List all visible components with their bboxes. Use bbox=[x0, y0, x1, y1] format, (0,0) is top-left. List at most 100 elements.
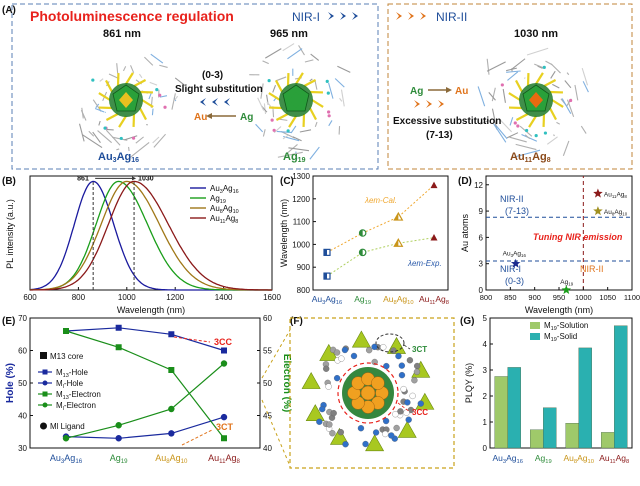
panel-a: (A) Photoluminescence regulation NIR-I N… bbox=[2, 4, 632, 169]
panel-a-heading: Photoluminescence regulation bbox=[30, 8, 234, 24]
panel-e-legend-entry: M13-Hole bbox=[56, 368, 88, 379]
panel-d-star bbox=[593, 206, 603, 215]
panel-e-marker bbox=[168, 331, 174, 337]
panel-c-label-cal: λem-Cal. bbox=[364, 196, 397, 205]
panel-e-line-0 bbox=[66, 328, 224, 351]
legend-ligand-dot bbox=[40, 423, 47, 430]
panel-e-marker bbox=[221, 435, 227, 441]
range-slight: (0-3) bbox=[202, 70, 223, 81]
panel-g-xtick: Au3Ag16 bbox=[493, 453, 523, 465]
spectrum-ag19 bbox=[30, 181, 272, 290]
legend-ligand-text: Ml Ligand bbox=[50, 422, 85, 431]
panel-e-ytick-left: 60 bbox=[18, 347, 27, 356]
panel-e-lines bbox=[63, 325, 227, 442]
panel-e-marker bbox=[116, 344, 122, 350]
panel-e-ytick-left: 40 bbox=[18, 412, 27, 421]
panel-g-xtick: Ag19 bbox=[535, 453, 552, 465]
panel-d-point-label: Ag19 bbox=[560, 279, 573, 286]
panel-d-ylabel: Au atoms bbox=[460, 213, 470, 252]
panel-b-xtick: 1600 bbox=[263, 293, 281, 302]
panel-e-marker bbox=[63, 328, 69, 334]
arrow-au2-label: Au bbox=[455, 86, 468, 97]
panel-g-ytick: 3 bbox=[483, 366, 488, 375]
panel-g-bar bbox=[566, 423, 579, 448]
nir2-chevrons bbox=[396, 12, 426, 20]
panel-d-label: (D) bbox=[458, 176, 472, 187]
panel-c-series-line bbox=[327, 238, 434, 277]
panel-e-marker bbox=[115, 435, 121, 441]
panel-d-star bbox=[593, 189, 603, 198]
panel-c-ytick: 900 bbox=[297, 263, 311, 272]
panel-f-ct: 3CT bbox=[412, 345, 427, 354]
panel-d-xtick: 850 bbox=[504, 293, 517, 302]
d-tuning: Tuning NIR emission bbox=[533, 232, 623, 242]
range-excessive: (7-13) bbox=[426, 130, 453, 141]
panel-g-ytick: 2 bbox=[483, 392, 488, 401]
panel-g-ylabel: PLQY (%) bbox=[464, 363, 474, 403]
panel-c-ytick: 800 bbox=[297, 286, 311, 295]
cluster-au11ag8-image bbox=[478, 48, 588, 156]
panel-c-ytick: 1000 bbox=[292, 240, 310, 249]
panel-d-point-label: Au3Ag16 bbox=[503, 251, 527, 258]
panel-e-xtick: Ag19 bbox=[110, 453, 128, 465]
cluster-ag19-image bbox=[249, 44, 350, 160]
panel-e-ytick-left: 70 bbox=[18, 314, 27, 323]
legend-core-text: M13 core bbox=[50, 352, 84, 361]
spectrum-au3ag16 bbox=[30, 181, 272, 290]
arrow-ag2-label: Ag bbox=[410, 86, 423, 97]
cluster-left-name: Au3Ag16 bbox=[98, 151, 139, 164]
wl-left: 861 nm bbox=[103, 28, 141, 40]
wl-right: 1030 nm bbox=[514, 28, 558, 40]
panel-b-legend-entry: Au11Ag8 bbox=[210, 214, 238, 225]
panel-g-bar bbox=[508, 367, 521, 448]
nir2-label: NIR-II bbox=[436, 10, 467, 24]
panel-e-marker bbox=[221, 348, 227, 354]
panel-e-ytick-right: 55 bbox=[263, 347, 272, 356]
panel-g-label: (G) bbox=[460, 316, 474, 327]
panel-c-ytick: 1300 bbox=[292, 172, 310, 181]
peak-mark-label: 1030 bbox=[138, 175, 154, 182]
panel-c-label-exp: λem-Exp. bbox=[407, 259, 442, 268]
panel-e-ytick-left: 50 bbox=[18, 379, 27, 388]
wl-mid: 965 nm bbox=[270, 28, 308, 40]
panel-g-ytick: 1 bbox=[483, 418, 488, 427]
panel-e-marker bbox=[168, 406, 174, 412]
slight-chevrons bbox=[200, 98, 230, 106]
panel-g-legend-entry: M19-Solid bbox=[544, 332, 577, 343]
panel-c-ylabel: Wavelength (nm) bbox=[279, 199, 289, 267]
panel-d-ytick: 0 bbox=[479, 286, 484, 295]
panel-b-xtick: 600 bbox=[23, 293, 37, 302]
nir1-chevrons bbox=[328, 12, 358, 20]
panel-b-xlabel: Wavelength (nm) bbox=[117, 305, 185, 315]
panel-e-ct: 3CT bbox=[216, 422, 234, 432]
panel-c-point bbox=[431, 182, 438, 189]
panel-b-label: (B) bbox=[2, 176, 16, 187]
panel-e: (E) Hole (%) Electron (%) 30405060704045… bbox=[2, 314, 292, 465]
panel-b-ylabel: PL intensity (a.u.) bbox=[5, 199, 15, 269]
panel-e-marker bbox=[221, 360, 227, 366]
panel-e-legend-entry: Ml-Electron bbox=[56, 401, 96, 412]
panel-b-spectra bbox=[30, 181, 272, 290]
panel-e-marker bbox=[168, 430, 174, 436]
d-nir2-corner: NIR-II bbox=[580, 264, 604, 274]
d-nir2-range: (7-13) bbox=[505, 206, 529, 216]
panel-d-xtick: 1000 bbox=[575, 293, 592, 302]
panel-g-bar bbox=[601, 432, 614, 448]
panel-g-ytick: 0 bbox=[483, 444, 488, 453]
panel-g-bar bbox=[495, 377, 508, 449]
panel-d-xtick: 1050 bbox=[599, 293, 616, 302]
peak-mark-label: 861 bbox=[77, 175, 89, 182]
panel-g-bar bbox=[543, 408, 556, 448]
panel-e-cc: 3CC bbox=[214, 337, 233, 347]
panel-b-xtick: 1400 bbox=[215, 293, 233, 302]
arrow-ag-label: Ag bbox=[240, 112, 253, 123]
panel-e-xtick: Au11Ag8 bbox=[208, 453, 240, 465]
panel-c: (C) Wavelength (nm) 80090010001100120013… bbox=[279, 172, 449, 306]
panel-c-xtick: Au11Ag8 bbox=[419, 294, 449, 306]
